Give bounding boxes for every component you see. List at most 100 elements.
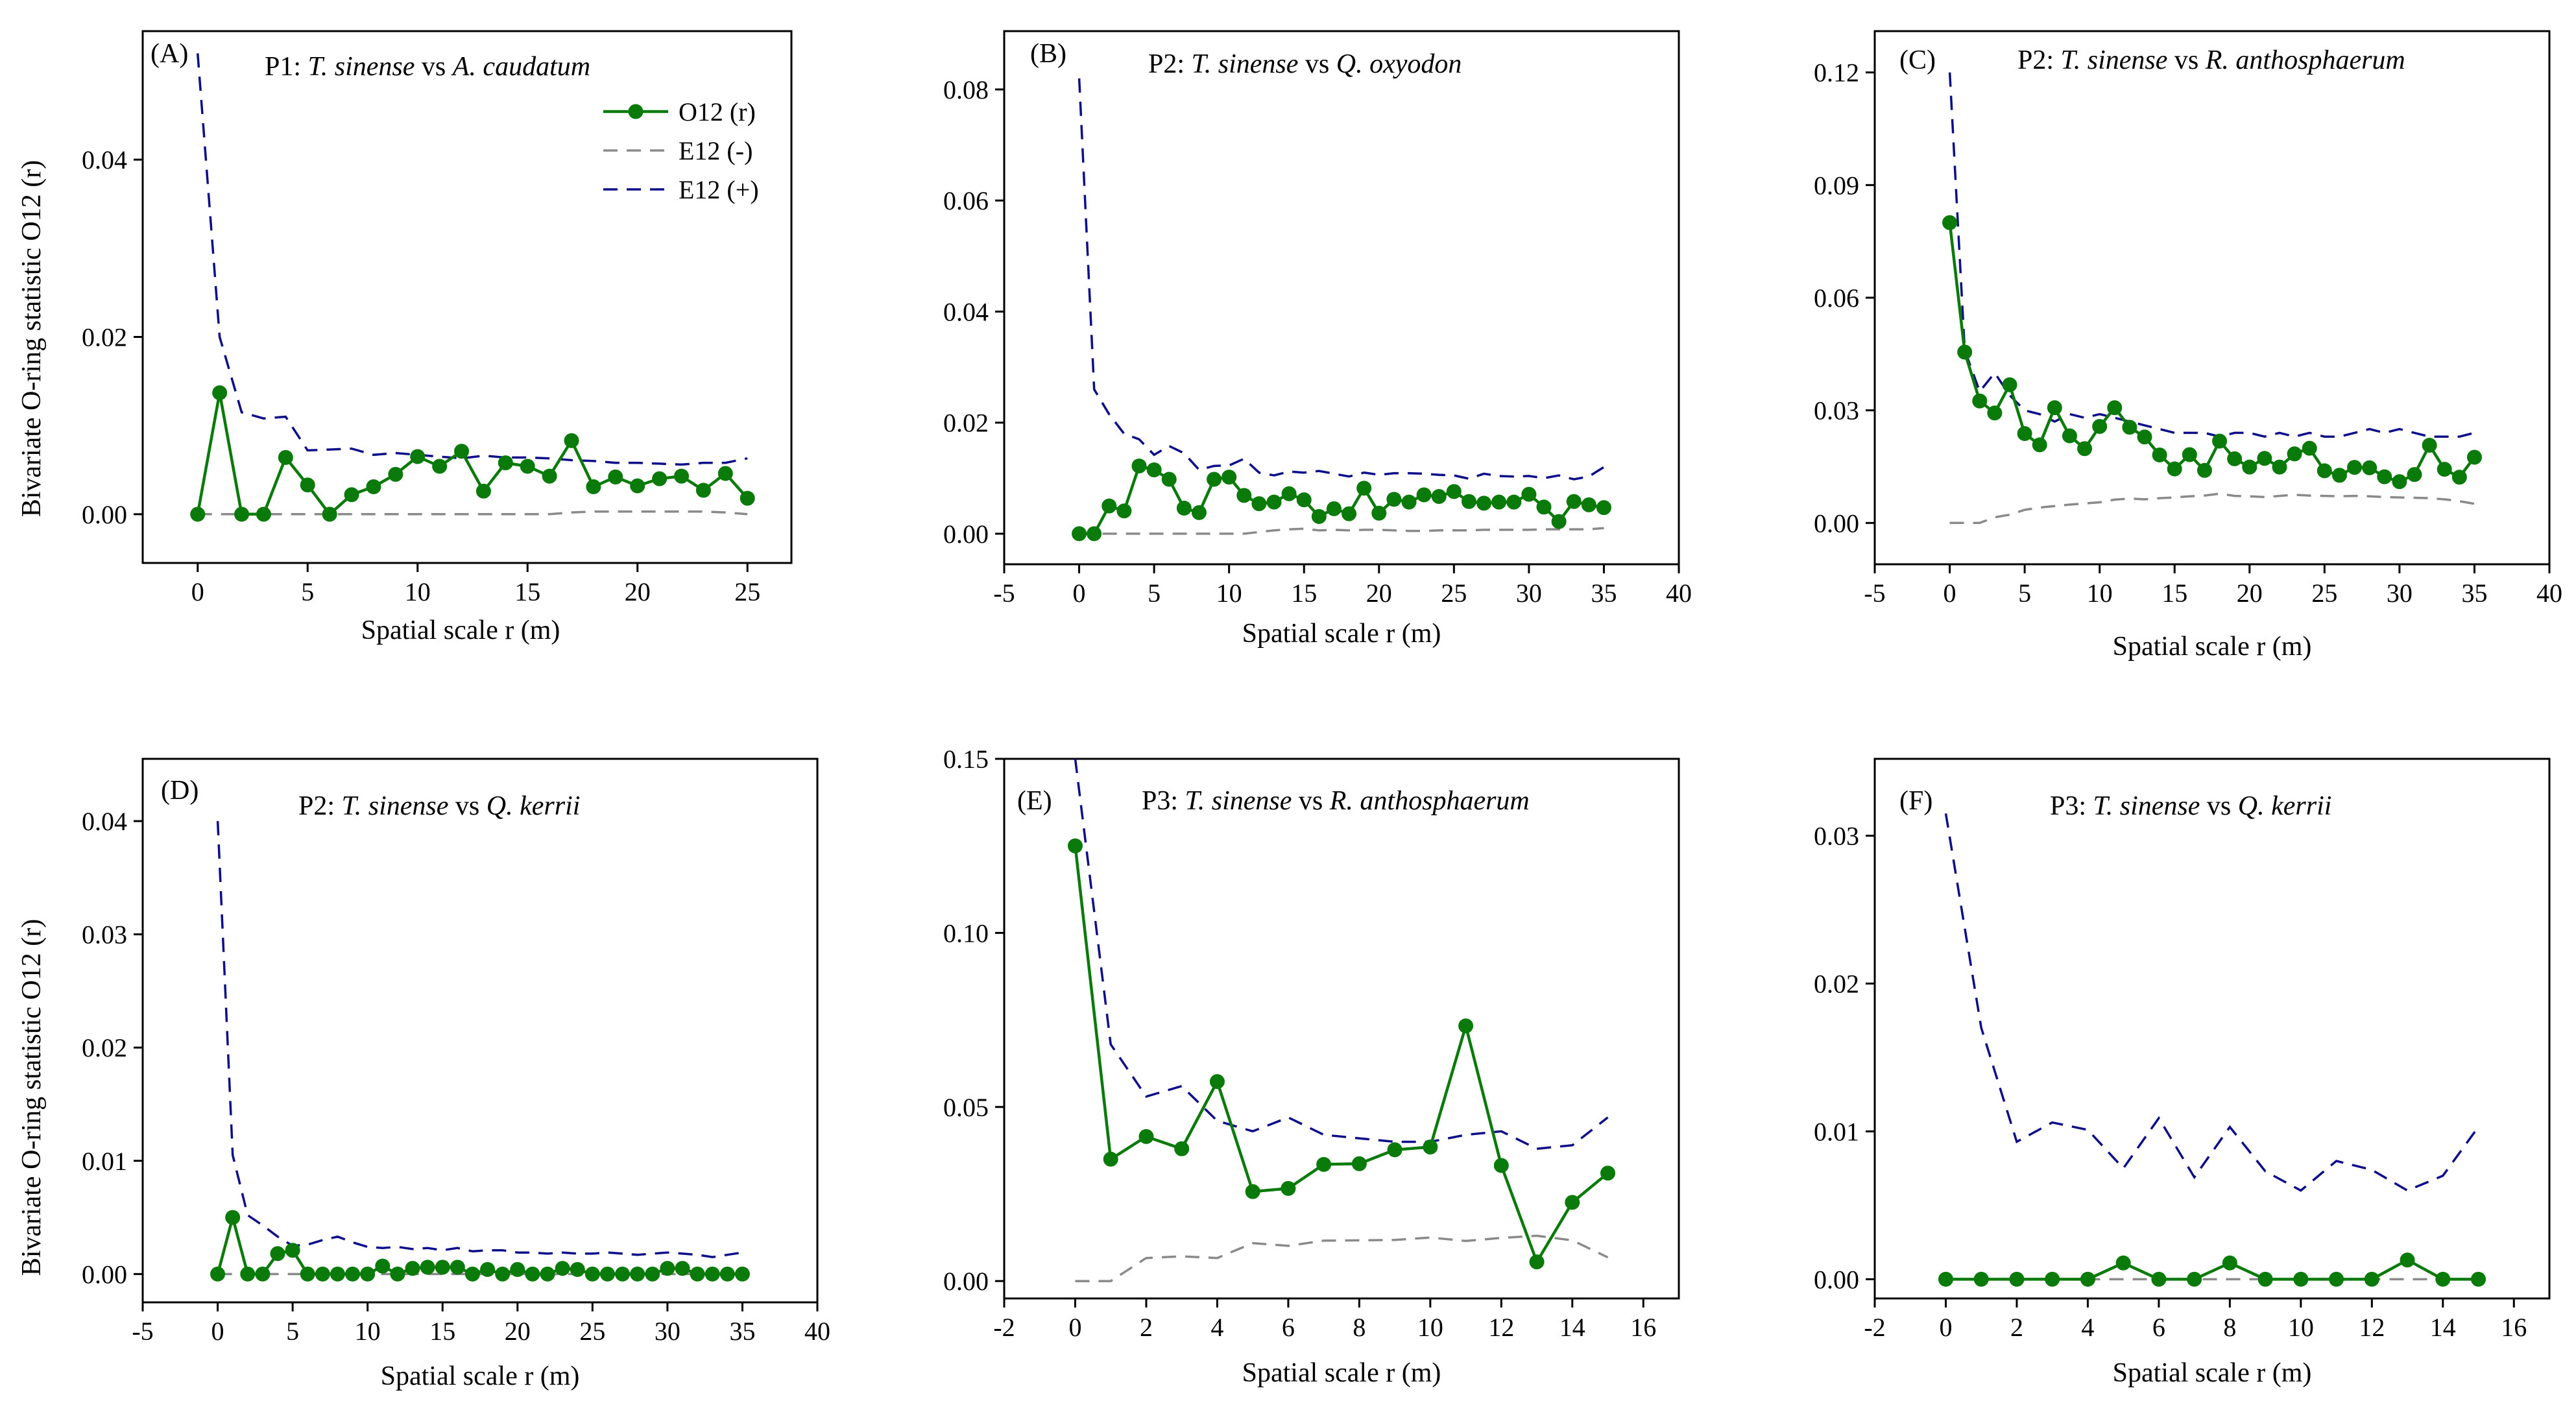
panel-a: 0.00 0.02 0.04 0 5 10 15 20 25 (A) P1: T. sinen… [82,30,793,645]
panel-d: 0.000.010.020.030.04 -5 0 5 10 15 20 25 30 35 40 … [82,758,830,1391]
x-tick-label: 15 [1291,579,1317,608]
o12-point [2187,1271,2202,1287]
o12-point [2197,462,2212,478]
o12-point [450,1260,465,1275]
y-axis-label-bottom: Bivariate O-ring statistic O12 (r) [17,919,47,1276]
x-tick-label: 15 [429,1317,455,1346]
y-tick-label: 0.00 [943,1267,989,1296]
panel-title-d: P2: T. sinense vs Q. kerrii [298,791,580,821]
legend-o12-marker [628,104,644,119]
o12-point [315,1266,330,1282]
o12-point [1386,492,1402,507]
panel-title-b-sp2: Q. oxyodon [1336,49,1462,79]
o12-point [2364,1271,2379,1287]
series-a [190,53,755,522]
o12-point [1266,494,1282,510]
o12-point [2302,440,2317,456]
panel-title-b-vs: vs [1298,49,1336,79]
x-tick-label: 5 [301,577,314,606]
plot-frame-e [1003,758,1680,1300]
panel-title-f-prefix: P3: [2050,791,2093,821]
x-tick-label: 5 [2018,579,2031,608]
o12-point [584,1266,600,1282]
o12-point [2437,462,2452,477]
y-tick-label: 0.00 [82,1260,127,1289]
e12-plus-line [1944,813,2479,1192]
o12-point [322,507,337,522]
o12-point [1973,1271,1989,1287]
o12-point [652,471,668,486]
y-ticks-c: 0.00 0.03 0.06 0.09 0.12 [1814,58,1875,538]
panel-title-c-prefix: P2: [2017,45,2061,75]
o12-point [2032,437,2047,453]
o12-point [1072,526,1087,542]
o12-point [630,1266,645,1282]
o12-point [555,1261,570,1276]
series-e [1067,758,1616,1282]
o12-point [225,1210,241,1225]
o12-point [615,1266,631,1282]
o12-point [256,507,271,522]
o12-point [2167,461,2182,477]
y-ticks-a: 0.00 0.02 0.04 [82,145,143,529]
o12-point [1101,498,1117,514]
x-axis-label-b: Spatial scale r (m) [1242,619,1441,649]
o12-point [300,477,315,493]
panel-letter-f: (F) [1899,786,1932,816]
y-axis-label-top: Bivariate O-ring statistic O12 (r) [17,160,47,518]
o12-point [1356,481,1372,496]
o12-point [2077,441,2093,457]
x-tick-label: 16 [1630,1313,1656,1342]
o12-point [2422,437,2437,453]
x-tick-label: 5 [286,1317,299,1346]
o12-point [1423,1140,1438,1155]
o12-point [704,1266,720,1282]
o12-point [1596,500,1611,516]
e12-plus-line [1948,72,2475,438]
o12-point [405,1261,420,1276]
o12-point [234,507,250,522]
y-tick-label: 0.04 [943,297,989,326]
o12-point [1103,1151,1118,1167]
o12-point [1536,499,1552,515]
o12-point [255,1266,271,1282]
o12-point [2293,1271,2309,1287]
y-tick-label: 0.02 [82,1033,127,1062]
x-tick-label: 15 [514,577,540,606]
panel-title-b-prefix: P2: [1148,49,1192,79]
o12-point [540,1266,555,1282]
y-tick-label: 0.03 [82,920,127,950]
o12-point [1551,514,1567,529]
o12-point [645,1266,660,1282]
panel-title-a-vs: vs [415,52,452,82]
o12-point [1938,1271,1953,1287]
panel-f: 0.00 0.01 0.02 0.03 -2 0 2 4 6 8 10 12 14 16 (F) P3:… [1814,758,2551,1388]
o12-point [630,478,645,494]
panel-title-e: P3: T. sinense vs R. anthosphaerum [1142,786,1530,816]
series-f [1938,813,2486,1287]
x-ticks-b: -5 0 5 10 15 20 25 30 35 40 [993,564,1692,608]
o12-point [564,433,579,448]
o12-point [2287,446,2302,462]
x-tick-label: 35 [729,1317,755,1346]
x-tick-label: 10 [1216,579,1242,608]
o12-point [1236,488,1252,503]
y-tick-label: 0.00 [943,520,989,549]
o12-point [285,1243,300,1258]
y-tick-label: 0.12 [1814,58,1859,88]
y-tick-label: 0.01 [1814,1117,1859,1146]
e12-plus-line [196,53,748,466]
y-tick-label: 0.03 [1814,396,1859,425]
panel-title-b-sp1: T. sinense [1192,49,1299,79]
series-c [1942,72,2482,525]
o12-point [2151,1271,2167,1287]
o12-point [330,1266,345,1282]
panel-letter-e: (E) [1017,786,1052,816]
o12-point [388,466,403,482]
x-ticks-e: -2 0 2 4 6 8 10 12 14 16 [993,1298,1656,1342]
legend-e-plus-label: E12 (+) [679,175,759,204]
y-tick-label: 0.00 [1814,1265,1859,1294]
o12-point [1458,1018,1474,1034]
o12-point [2222,1255,2237,1271]
plot-frame-f [1873,758,2551,1300]
